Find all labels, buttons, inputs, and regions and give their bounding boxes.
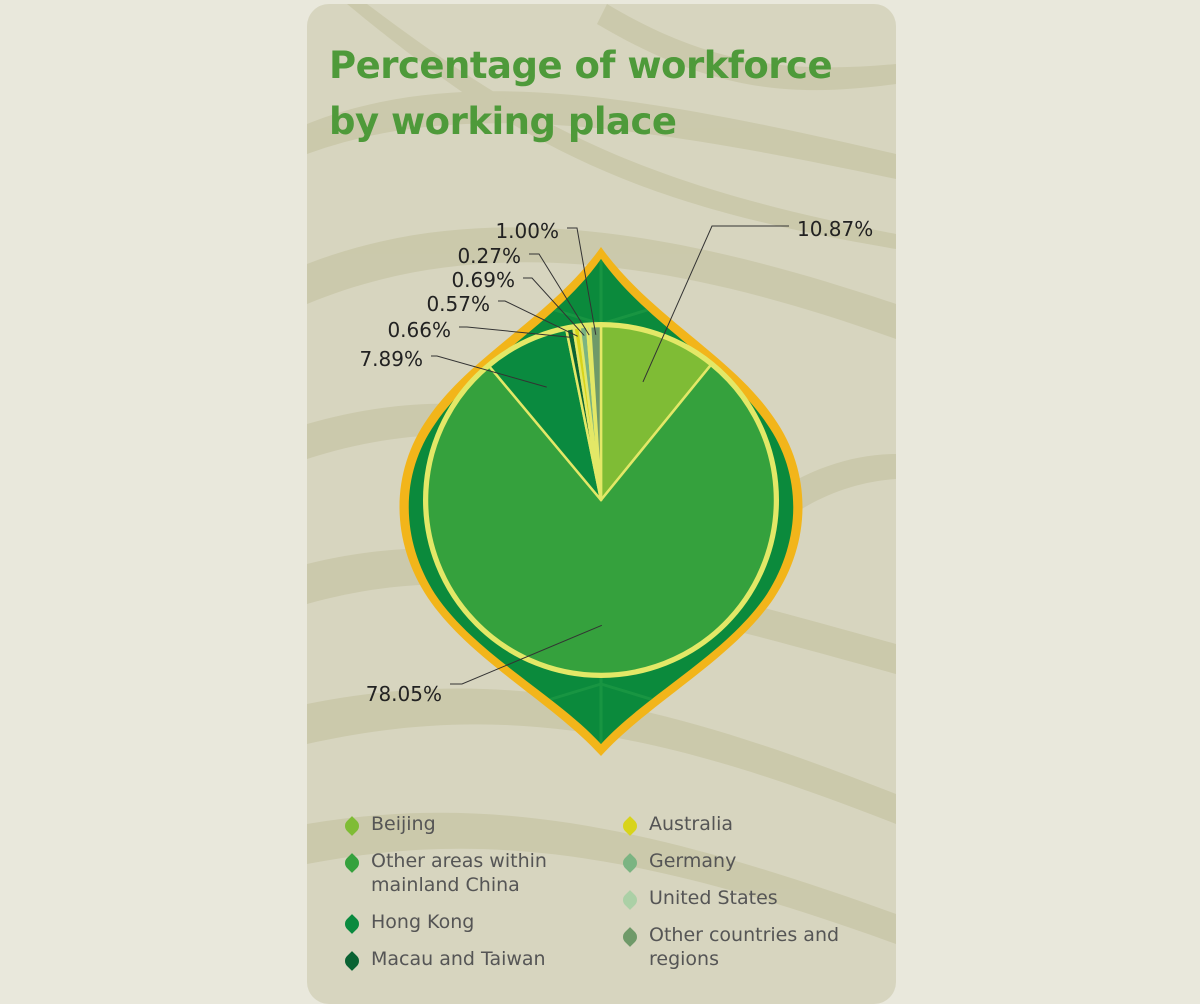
data-label-macau-and-taiwan: 0.66% (387, 318, 451, 342)
data-label-beijing: 10.87% (797, 217, 873, 241)
legend-swatch-leaf-icon (342, 951, 362, 971)
legend-label: Germany (649, 850, 737, 872)
pie-chart: 10.87% 78.05% 7.89% 0.66%0.57%0.69%0.27%1.0… (359, 217, 873, 756)
legend-swatch-leaf-icon (620, 853, 640, 873)
legend: Beijing Other areas within mainland China… (307, 4, 896, 1004)
data-label-australia: 0.57% (426, 292, 490, 316)
legend-swatch-leaf-icon (342, 853, 362, 873)
data-label-other-areas-within-mainland-china: 78.05% (366, 682, 442, 706)
legend-swatch-leaf-icon (620, 816, 640, 836)
pie-slices (425, 324, 777, 676)
data-label-other-countries-and-regions: 1.00% (495, 219, 559, 243)
pie-data-labels: 10.87% 78.05% 7.89% 0.66%0.57%0.69%0.27%1.0… (359, 217, 873, 706)
leader-line-hong-kong (431, 355, 547, 388)
legend-item: Other countries and regions (617, 923, 839, 971)
leader-line-other-countries-and-regions (567, 227, 597, 335)
legend-item: Other areas within mainland China (339, 849, 547, 897)
pie-leader-lines (431, 225, 789, 685)
legend-item: Hong Kong (339, 910, 474, 934)
legend-label: Hong Kong (371, 911, 475, 933)
chart-title: Percentage of workforce by working place (329, 44, 833, 143)
legend-swatch-leaf-icon (620, 927, 640, 947)
legend-label: Australia (649, 813, 734, 835)
leader-line-germany (523, 277, 585, 336)
legend-item: Macau and Taiwan (339, 947, 546, 971)
pie-slice-beijing (599, 324, 713, 502)
infographic-card: Percentage of workforce by working place… (307, 4, 896, 1004)
data-label-hong-kong: 7.89% (359, 347, 423, 371)
legend-swatch-leaf-icon (620, 890, 640, 910)
pie-slice-other-countries-and-regions (588, 324, 603, 502)
data-label-germany: 0.69% (451, 268, 515, 292)
leader-line-other-areas-within-mainland-china (450, 624, 603, 685)
legend-swatch-leaf-icon (342, 816, 362, 836)
legend-label: Beijing (371, 813, 436, 835)
legend-label: Other areas within mainland China (371, 850, 547, 896)
leader-line-united-states (529, 253, 590, 336)
leader-line-macau-and-taiwan (459, 326, 572, 338)
legend-label: Other countries and regions (649, 924, 840, 970)
pie-rim (423, 322, 779, 678)
leader-line-australia (498, 300, 578, 337)
legend-label: United States (649, 887, 778, 909)
legend-item: Germany (617, 849, 736, 873)
leader-line-beijing (642, 225, 789, 383)
legend-item: Beijing (339, 812, 436, 836)
legend-label: Macau and Taiwan (371, 948, 546, 970)
legend-item: Australia (617, 812, 733, 836)
data-label-united-states: 0.27% (457, 244, 521, 268)
pie-slice-other-areas-within-mainland-china (425, 363, 777, 676)
legend-swatch-leaf-icon (342, 914, 362, 934)
legend-item: United States (617, 886, 778, 910)
